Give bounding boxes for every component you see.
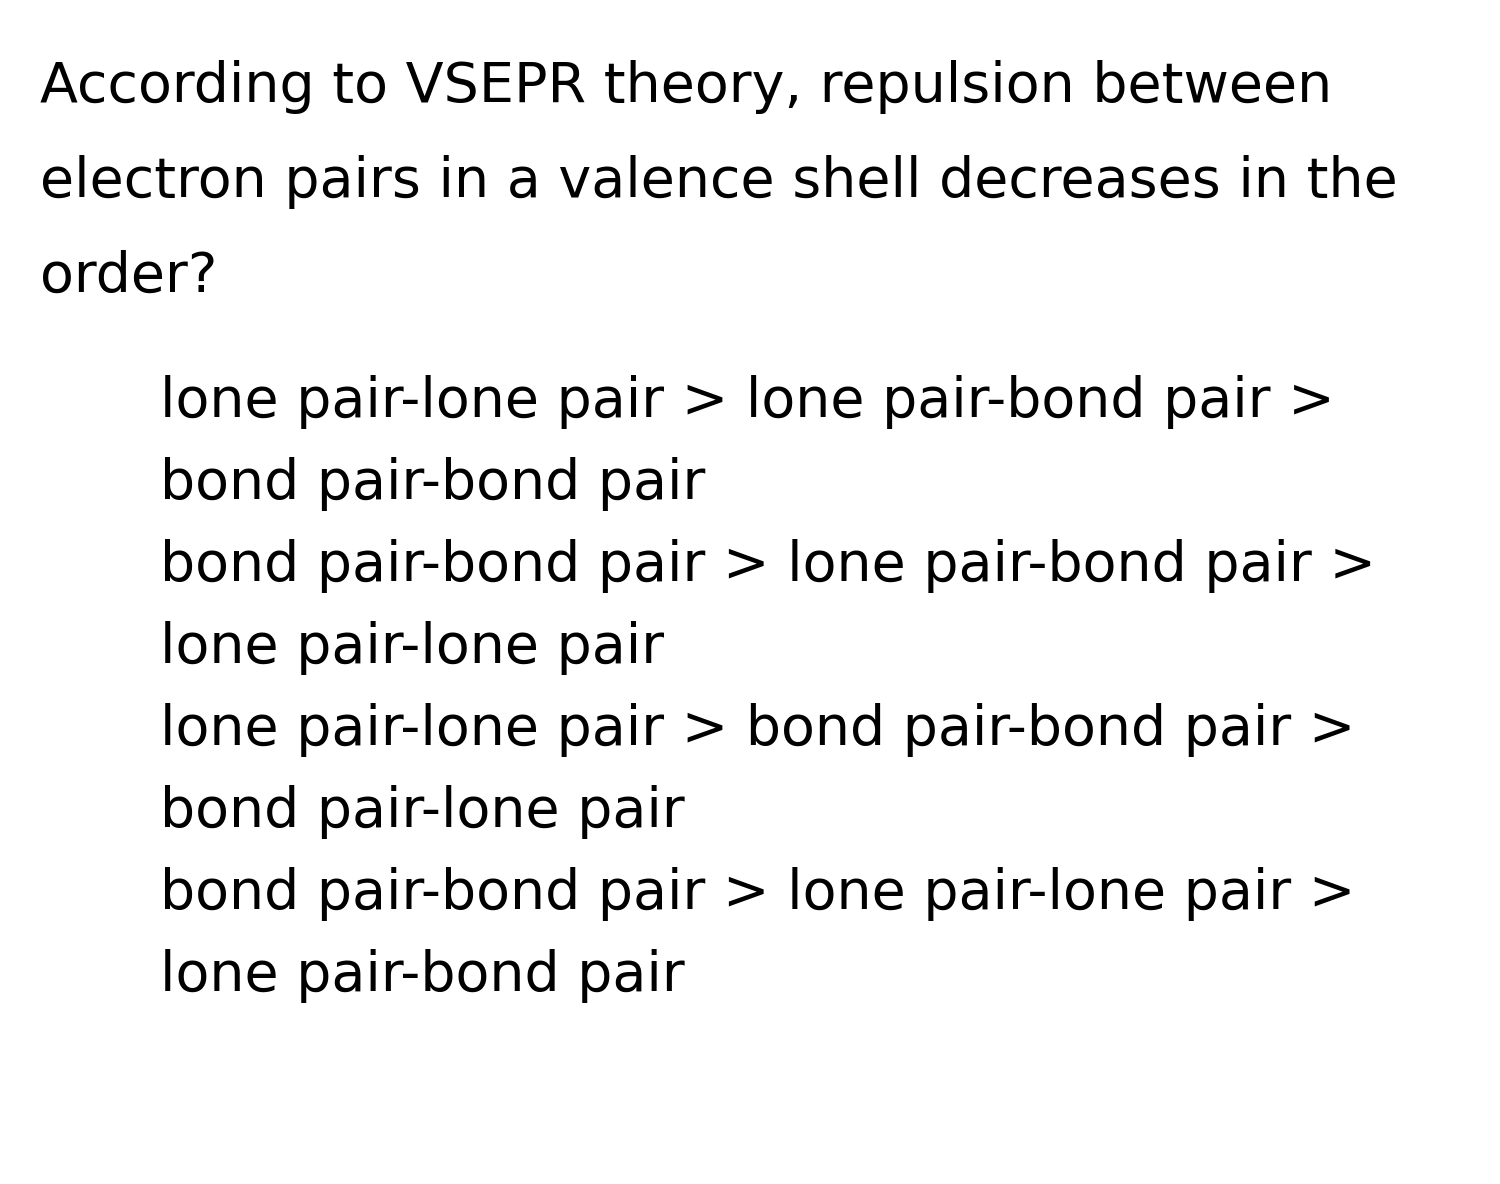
Text: bond pair-lone pair: bond pair-lone pair	[160, 785, 684, 839]
Text: lone pair-lone pair > lone pair-bond pair >: lone pair-lone pair > lone pair-bond pai…	[160, 375, 1335, 429]
Text: electron pairs in a valence shell decreases in the: electron pairs in a valence shell decrea…	[40, 155, 1398, 210]
Text: bond pair-bond pair > lone pair-bond pair >: bond pair-bond pair > lone pair-bond pai…	[160, 539, 1376, 593]
Text: lone pair-bond pair: lone pair-bond pair	[160, 950, 684, 1003]
Text: order?: order?	[40, 250, 218, 304]
Text: bond pair-bond pair > lone pair-lone pair >: bond pair-bond pair > lone pair-lone pai…	[160, 867, 1356, 921]
Text: lone pair-lone pair > bond pair-bond pair >: lone pair-lone pair > bond pair-bond pai…	[160, 703, 1356, 757]
Text: bond pair-bond pair: bond pair-bond pair	[160, 457, 705, 511]
Text: lone pair-lone pair: lone pair-lone pair	[160, 620, 664, 675]
Text: According to VSEPR theory, repulsion between: According to VSEPR theory, repulsion bet…	[40, 60, 1332, 114]
